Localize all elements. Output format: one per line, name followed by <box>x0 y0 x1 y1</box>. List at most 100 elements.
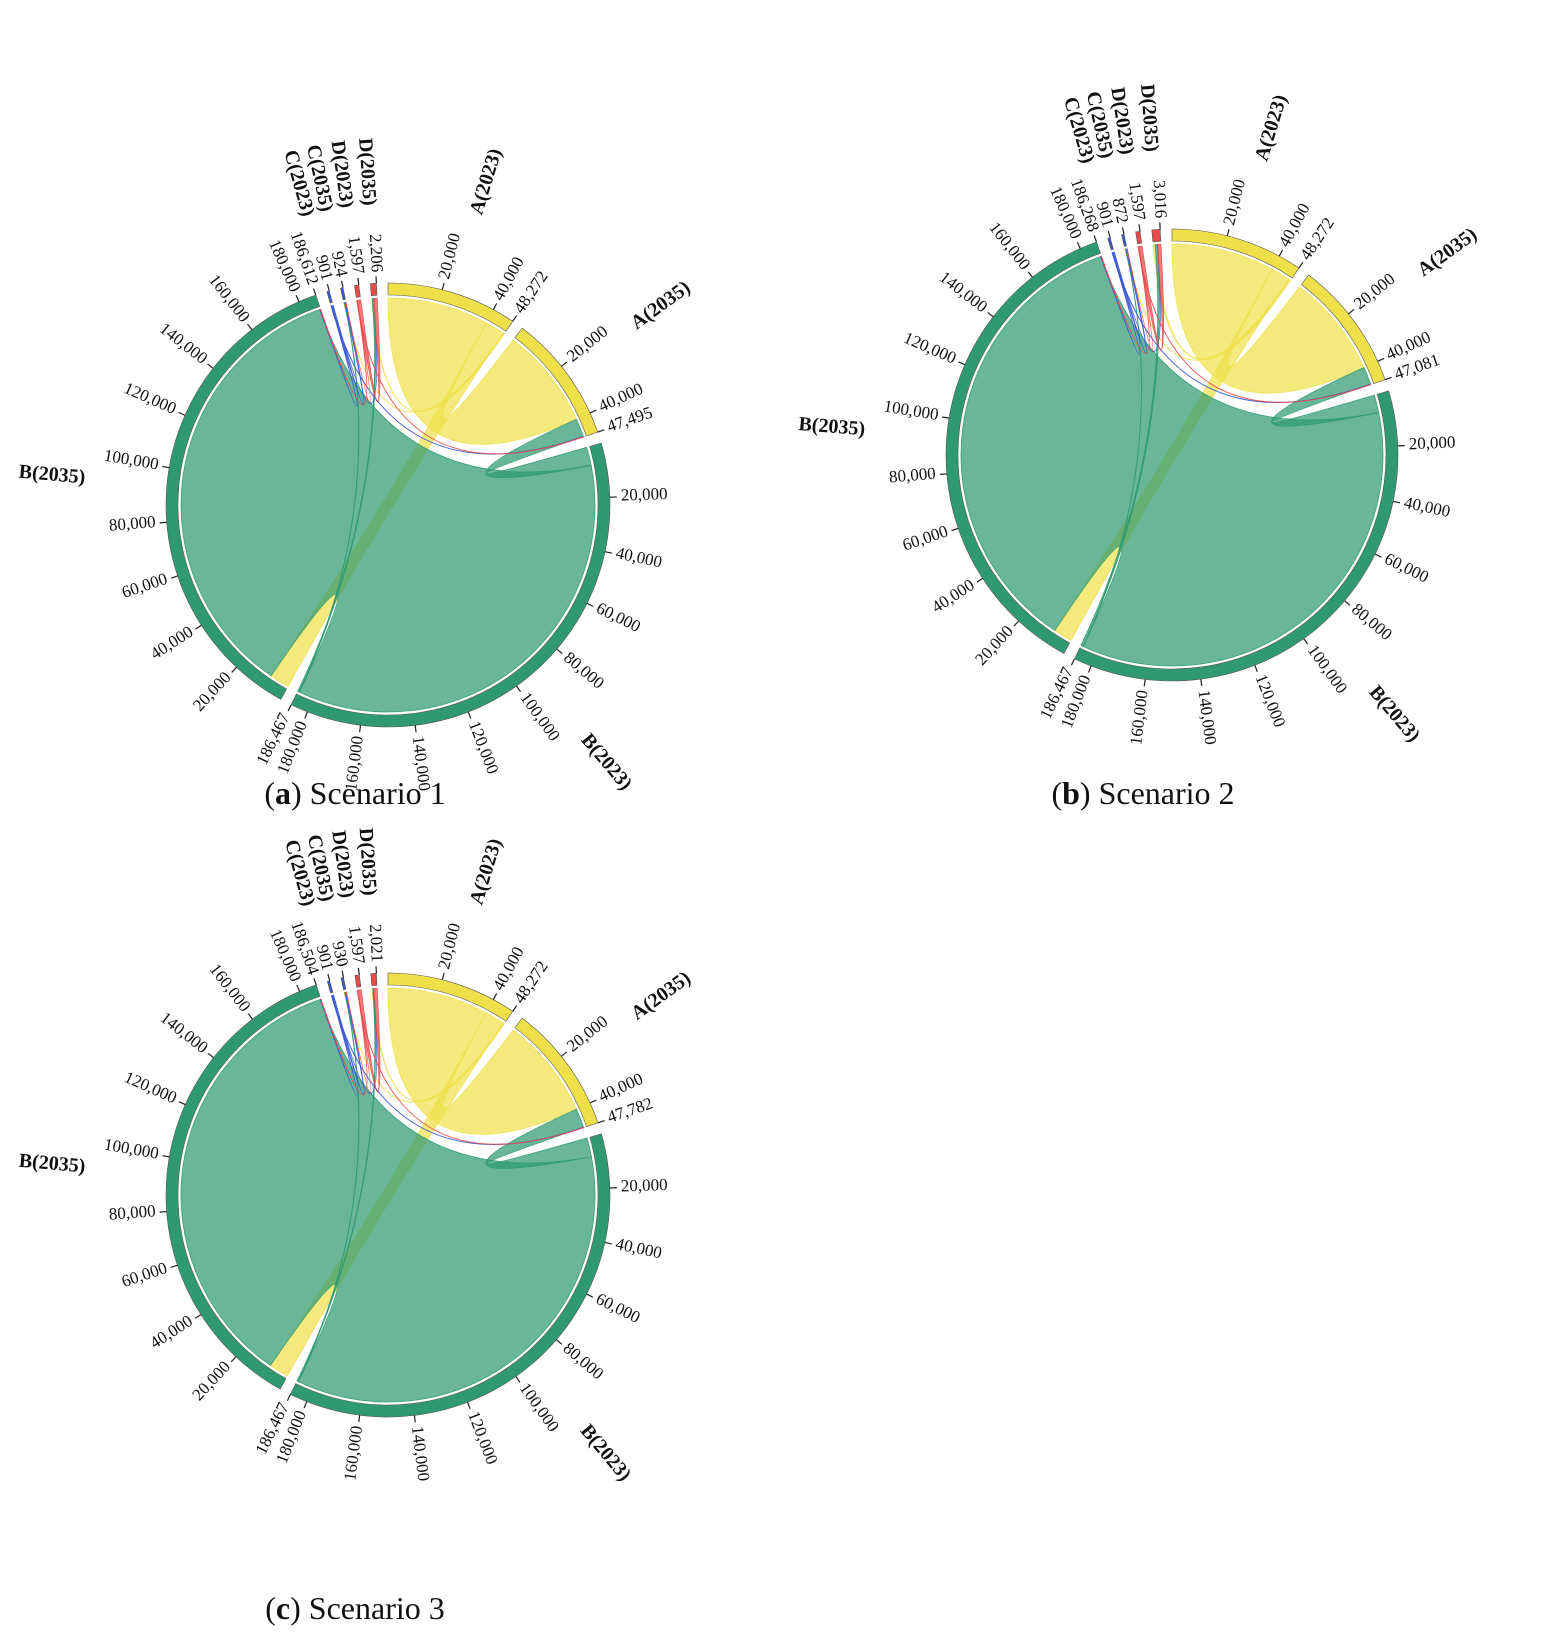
tick-label: 20,000 <box>188 1357 234 1404</box>
tick-label: 20,000 <box>1219 177 1249 227</box>
node-arc <box>326 980 334 994</box>
tick-mark <box>1278 249 1284 257</box>
tick-mark <box>341 970 345 978</box>
node-name: A(2035) <box>627 276 695 334</box>
tick-mark <box>556 648 563 655</box>
tick-label: 100,000 <box>516 689 563 745</box>
tick-mark <box>987 311 994 318</box>
tick-label: 100,000 <box>1304 641 1352 697</box>
tick-label: 100,000 <box>103 1135 161 1163</box>
node-arc <box>514 1017 599 1128</box>
tick-label: 80,000 <box>560 1338 608 1383</box>
tick-label: 80,000 <box>888 464 936 487</box>
tick-mark <box>1076 241 1081 249</box>
tick-mark <box>1344 600 1351 606</box>
ribbon <box>387 987 577 1135</box>
tick-label: 20,000 <box>620 484 667 505</box>
tick-mark <box>287 704 292 712</box>
node-arc <box>326 290 333 304</box>
tick-mark <box>195 624 202 630</box>
tick-mark <box>555 1339 563 1345</box>
tick-mark <box>159 521 167 524</box>
tick-mark <box>1121 227 1125 235</box>
node-arc <box>1151 228 1162 243</box>
ribbon <box>357 987 381 1093</box>
tick-label: 80,000 <box>560 648 608 693</box>
caption-part: ( <box>1051 775 1062 811</box>
tick-mark <box>492 303 498 310</box>
tick-mark <box>207 363 214 369</box>
node-name: D(2035) <box>355 827 381 896</box>
node-arc <box>945 241 1101 654</box>
tick-label: 120,000 <box>464 1409 502 1467</box>
caption-part: ) Scenario 2 <box>1080 775 1235 811</box>
total-label: 1,597 <box>345 925 369 966</box>
tick-label: 160,000 <box>985 218 1034 273</box>
ribbon <box>1138 243 1165 351</box>
tick-label: 20,000 <box>189 668 235 715</box>
tick-mark <box>589 409 597 414</box>
node-arc <box>514 327 599 437</box>
total-label: 872 <box>1109 196 1133 225</box>
tick-mark <box>441 972 445 980</box>
tick-mark <box>1093 235 1098 243</box>
tick-label: 20,000 <box>563 1012 611 1056</box>
node-arc <box>370 972 378 986</box>
tick-mark <box>1348 308 1355 315</box>
caption-part: ( <box>265 1590 276 1626</box>
node-name: A(2023) <box>465 146 506 217</box>
node-name: D(2035) <box>1136 83 1163 152</box>
tick-label: 60,000 <box>119 1258 169 1291</box>
node-name: A(2023) <box>1251 92 1292 163</box>
tick-label: 100,000 <box>103 446 161 474</box>
node-arc <box>1171 228 1300 279</box>
tick-label: 160,000 <box>340 1425 366 1482</box>
tick-mark <box>1200 679 1203 687</box>
tick-mark <box>207 1052 214 1059</box>
tick-mark <box>1254 665 1258 673</box>
tick-mark <box>286 1394 291 1401</box>
tick-mark <box>295 295 300 302</box>
tick-label: 100,000 <box>882 396 940 424</box>
ribbon <box>1171 243 1365 394</box>
caption-part: c <box>276 1590 290 1626</box>
chord-chart: 20,000 40,00048,272A(2023)20,00040,00047,… <box>798 83 1481 811</box>
caption: (b) Scenario 2 <box>1051 775 1234 811</box>
node-name: B(2035) <box>18 1150 86 1178</box>
tick-label: 20,000 <box>971 622 1017 669</box>
tick-mark <box>304 711 308 719</box>
node-arc <box>1135 230 1143 245</box>
node-name: A(2035) <box>1413 223 1481 281</box>
tick-label: 40,000 <box>146 1311 196 1352</box>
total-label: 3,016 <box>1150 180 1171 219</box>
tick-mark <box>586 1293 594 1298</box>
tick-mark <box>178 411 186 416</box>
tick-mark <box>942 416 950 419</box>
tick-label: 60,000 <box>593 598 643 636</box>
tick-label: 100,000 <box>516 1379 563 1435</box>
node-name: D(2035) <box>354 137 380 206</box>
tick-label: 120,000 <box>121 378 179 418</box>
tick-label: 120,000 <box>122 1067 180 1107</box>
node-name: B(2023) <box>576 1420 636 1485</box>
tick-mark <box>170 575 178 579</box>
caption: (c) Scenario 3 <box>265 1590 444 1626</box>
tick-mark <box>976 577 984 583</box>
total-label: 2,206 <box>366 234 387 273</box>
tick-label: 60,000 <box>593 1289 643 1327</box>
node-arc <box>290 1133 611 1418</box>
node-name: A(2023) <box>465 836 506 907</box>
tick-label: 20,000 <box>563 322 611 366</box>
tick-mark <box>1138 224 1141 232</box>
tick-mark <box>1374 553 1382 558</box>
tick-label: 80,000 <box>1348 599 1396 644</box>
tick-mark <box>1298 261 1304 269</box>
caption: (a) Scenario 1 <box>264 775 445 811</box>
node-name: B(2023) <box>1365 681 1425 746</box>
node-name: B(2035) <box>798 413 866 440</box>
tick-mark <box>414 725 417 733</box>
node-arc <box>387 972 514 1022</box>
tick-mark <box>162 465 170 469</box>
tick-mark <box>604 1241 612 1245</box>
ribbon <box>371 298 505 412</box>
